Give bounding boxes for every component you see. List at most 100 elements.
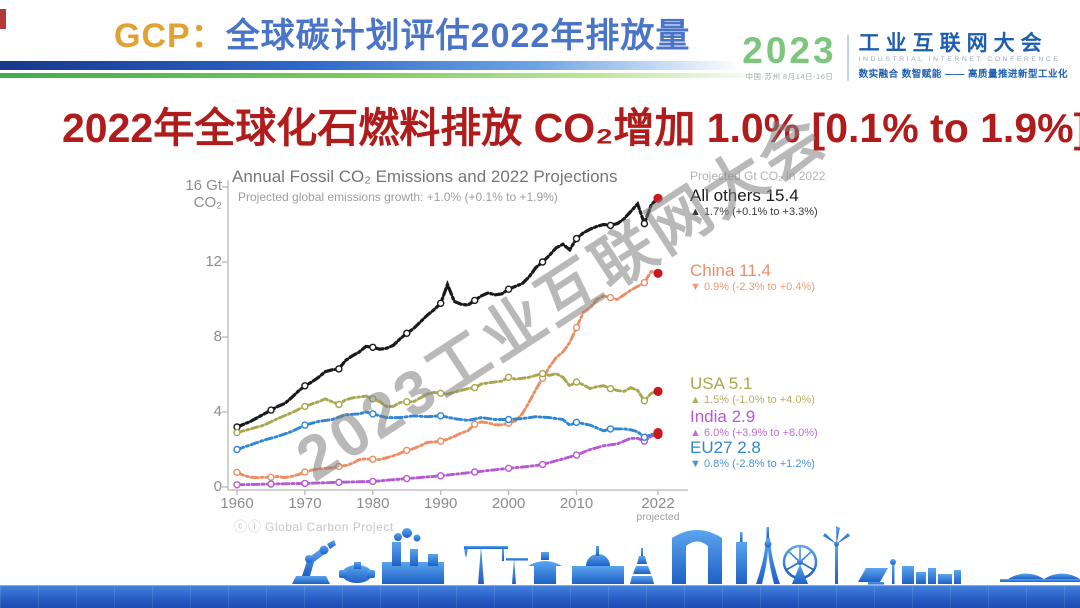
projection-dot-eu27 — [653, 429, 663, 440]
series-marker-all-others — [504, 285, 513, 293]
x-tick-label: 1980 — [356, 495, 390, 512]
y-tick-label: 0 — [213, 478, 222, 495]
y-axis-unit-label: 16 Gt CO₂ — [150, 177, 222, 211]
series-marker-china — [640, 278, 649, 287]
series-marker-india — [233, 481, 241, 489]
series-marker-usa — [471, 383, 479, 392]
series-line-china — [235, 269, 660, 480]
series-marker-eu27 — [504, 415, 513, 424]
series-marker-china — [403, 446, 411, 455]
series-marker-all-others — [335, 365, 343, 373]
series-marker-usa — [301, 402, 309, 411]
legend-label: USA 5.1 — [690, 374, 753, 393]
series-marker-all-others — [437, 299, 445, 307]
y-axis-unit-line2: CO₂ — [193, 194, 222, 211]
conference-name-block: 工业互联网大会 INDUSTRIAL INTERNET CONFERENCE 数… — [858, 32, 1068, 81]
conference-venue: 中国·苏州 8月14日-16日 — [745, 72, 834, 81]
legend-label: All others 15.4 — [690, 186, 799, 205]
series-marker-usa — [369, 395, 377, 403]
series-marker-all-others — [471, 296, 479, 305]
conference-year: 2023 — [742, 30, 837, 71]
series-marker-eu27 — [437, 412, 445, 420]
series-marker-all-others — [606, 221, 615, 230]
header-divider-green — [0, 73, 772, 78]
series-marker-india — [403, 474, 411, 483]
projection-dot-china — [653, 268, 663, 278]
series-marker-usa — [640, 397, 649, 405]
x-tick-label: 2000 — [491, 495, 526, 512]
cc-license-icon: ⓒⓘ — [234, 519, 263, 534]
series-marker-china — [369, 455, 377, 463]
series-marker-usa — [403, 398, 411, 406]
series-marker-india — [369, 477, 377, 486]
series-marker-usa — [606, 384, 615, 393]
series-marker-eu27 — [572, 418, 581, 426]
series-marker-usa — [335, 400, 343, 409]
series-marker-india — [301, 479, 309, 488]
series-marker-india — [437, 472, 445, 480]
series-marker-eu27 — [301, 421, 309, 429]
series-marker-eu27 — [606, 425, 615, 433]
series-marker-india — [538, 460, 547, 469]
legend-change: ▲ 6.0% (+3.9% to +8.0%) — [690, 427, 818, 439]
y-tick-label: 12 — [205, 253, 222, 270]
legend-change: ▼ 0.9% (-2.3% to +0.4%) — [690, 281, 815, 293]
series-marker-usa — [504, 373, 513, 381]
series-marker-all-others — [403, 329, 411, 337]
headline: 2022年全球化石燃料排放 CO₂增加 1.0% [0.1% to 1.9%] — [62, 105, 1080, 151]
series-marker-china — [471, 420, 479, 428]
conference-logo: 2023 中国·苏州 8月14日-16日 工业互联网大会 INDUSTRIAL … — [742, 30, 1068, 82]
series-marker-all-others — [538, 258, 547, 266]
legend-label: EU27 2.8 — [690, 438, 761, 457]
legend-label: India 2.9 — [690, 407, 756, 426]
skyline-illustration — [292, 526, 1080, 585]
chart-subtitle: Projected global emissions growth: +1.0%… — [238, 190, 558, 204]
series-marker-all-others — [369, 343, 377, 351]
series-marker-eu27 — [640, 433, 649, 441]
slide-edge-accent — [0, 9, 6, 29]
y-tick-label: 8 — [213, 328, 222, 345]
series-marker-all-others — [572, 234, 581, 243]
series-marker-usa — [572, 378, 581, 386]
footer-band — [0, 585, 1080, 608]
series-marker-all-others — [267, 406, 275, 414]
chart-attribution: ⓒⓘ Global Carbon Project — [234, 516, 394, 535]
chart-attribution-text: Global Carbon Project — [265, 520, 394, 534]
series-marker-india — [335, 478, 343, 486]
series-marker-china — [335, 462, 343, 471]
series-marker-all-others — [301, 382, 309, 390]
page-title-prefix: GCP： — [114, 17, 226, 55]
legend-entry-india: India 2.9 ▲ 6.0% (+3.9% to +8.0%) — [690, 407, 818, 440]
projection-dot-usa — [653, 386, 663, 396]
axes — [227, 180, 688, 491]
legend-header: Projected Gt CO₂ in 2022 — [690, 169, 826, 183]
legend-entry-usa: USA 5.1 ▲ 1.5% (-1.0% to +4.0%) — [690, 374, 815, 407]
legend-change: ▲ 1.5% (-1.0% to +4.0%) — [690, 394, 815, 406]
legend-entry-eu27: EU27 2.8 ▼ 0.8% (-2.8% to +1.2%) — [690, 438, 815, 471]
legend-label: China 11.4 — [690, 261, 771, 280]
logo-divider — [846, 35, 849, 81]
x-tick-note: projected — [636, 511, 680, 523]
series-line-usa — [235, 372, 660, 435]
conference-slogan: 数实融合 数智赋能 —— 高质量推进新型工业化 — [858, 69, 1068, 80]
series-marker-usa — [437, 389, 445, 397]
series-marker-china — [572, 323, 581, 332]
series-marker-china — [233, 468, 241, 477]
x-tick-label: 2010 — [559, 495, 594, 512]
series-line-eu27 — [235, 410, 660, 451]
series-marker-eu27 — [369, 410, 377, 418]
series-marker-china — [267, 473, 275, 481]
legend-change: ▲ 1.7% (+0.1% to +3.3%) — [690, 206, 818, 218]
series-marker-china — [606, 293, 615, 302]
series-marker-usa — [538, 369, 547, 378]
legend-entry-china: China 11.4 ▼ 0.9% (-2.3% to +0.4%) — [690, 261, 815, 294]
series-marker-china — [437, 437, 445, 445]
conference-name-cn: 工业互联网大会 — [858, 32, 1048, 55]
series-marker-india — [471, 468, 479, 476]
header-divider-blue — [0, 61, 748, 70]
y-axis-unit-line1: 16 Gt — [185, 177, 222, 194]
conference-logo-year-block: 2023 中国·苏州 8月14日-16日 — [742, 30, 837, 82]
legend-entry-all-others: All others 15.4 ▲ 1.7% (+0.1% to +3.3%) — [690, 186, 818, 219]
